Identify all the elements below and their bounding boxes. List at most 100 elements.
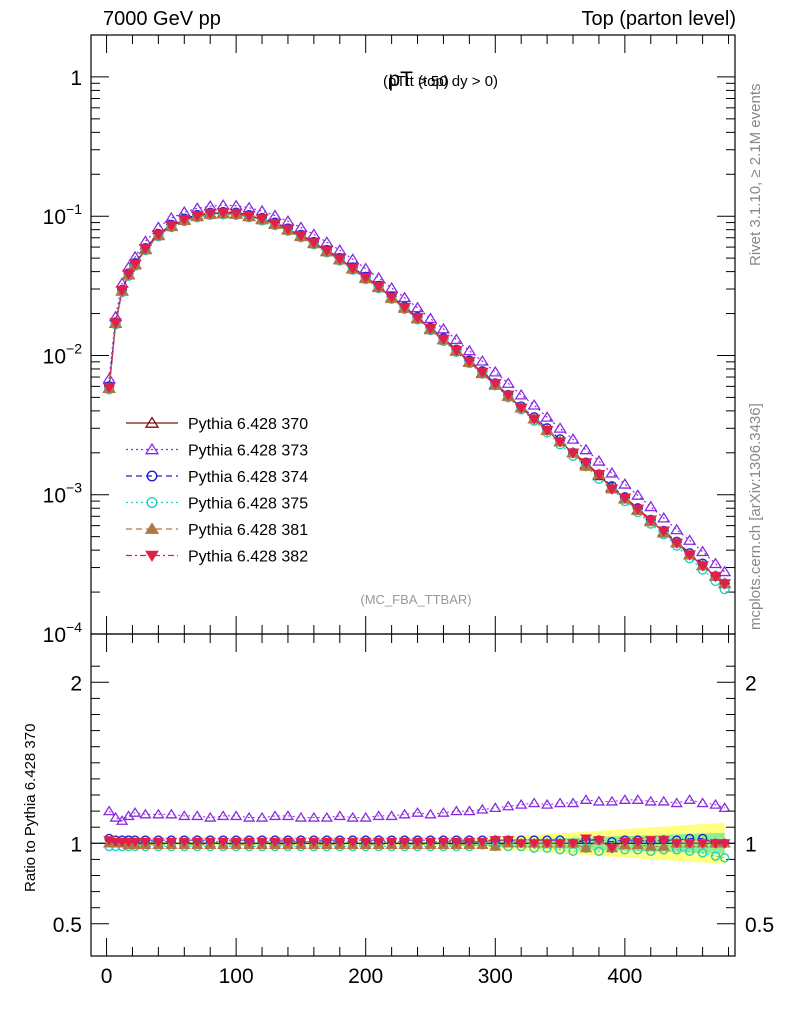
ratio-point [605, 795, 619, 806]
data-point [384, 281, 399, 293]
ratio-point [191, 810, 204, 821]
data-point [307, 238, 321, 249]
data-point [592, 455, 606, 466]
chart-title-sub: (top) [418, 73, 449, 90]
ratio-point [139, 808, 152, 819]
legend-label: Pythia 6.428 374 [188, 469, 308, 486]
data-point [631, 504, 645, 515]
data-point [579, 443, 593, 455]
chart-title-cut: (pTtt > 50 dy > 0) [383, 73, 498, 90]
ratio-point [540, 798, 554, 809]
data-point [359, 272, 373, 284]
ratio-point [320, 837, 333, 848]
ratio-point [424, 808, 437, 819]
data-point [540, 425, 554, 437]
ratio-point [489, 836, 502, 846]
data-point [242, 211, 256, 222]
ratio-point [528, 839, 541, 849]
data-point [128, 259, 142, 270]
ratio-point [398, 808, 411, 819]
ratio-point [579, 842, 593, 853]
data-point [682, 534, 697, 545]
ratio-series-0 [102, 794, 731, 825]
ratio-point [204, 811, 217, 822]
ratio-point [385, 837, 398, 848]
ratio-y-tick-label: 2 [70, 672, 82, 695]
data-point [695, 545, 710, 557]
data-point [115, 286, 129, 297]
ratio-point [229, 810, 243, 821]
series-layer [102, 198, 732, 595]
ratio-point [243, 837, 255, 848]
data-point [268, 218, 282, 230]
ratio-point [269, 837, 281, 848]
ratio-point [592, 795, 606, 806]
ratio-point [359, 837, 372, 848]
data-point [437, 334, 450, 346]
data-point [592, 470, 606, 481]
ratio-point [718, 839, 731, 849]
legend-marker [146, 470, 158, 482]
data-point [450, 345, 463, 357]
ratio-point [282, 837, 294, 848]
data-point [385, 292, 399, 303]
ratio-point [242, 811, 256, 822]
ratio-y-tick-label-right: 0.5 [745, 914, 774, 937]
ratio-point [255, 811, 269, 822]
series-line [108, 204, 726, 573]
ratio-point [398, 837, 411, 848]
data-point [398, 302, 411, 314]
ratio-point [346, 811, 359, 822]
data-point [372, 282, 386, 293]
legend-label: Pythia 6.428 382 [188, 549, 308, 566]
ratio-y-tick-label: 0.5 [53, 914, 82, 937]
data-point [411, 313, 424, 324]
ratio-point [541, 839, 554, 849]
ratio-point [696, 797, 709, 808]
ratio-point [718, 802, 731, 813]
ratio-point [204, 837, 217, 848]
data-point [618, 478, 632, 489]
ratio-point [657, 840, 670, 851]
data-point [501, 390, 515, 401]
data-point [696, 561, 710, 572]
y-tick-label: 10−3 [43, 480, 83, 508]
ratio-point [450, 837, 463, 848]
ratio-point [657, 795, 670, 806]
data-point [462, 344, 477, 356]
data-point [488, 379, 502, 390]
ratio-point [515, 798, 528, 809]
data-point [294, 231, 308, 242]
data-point [514, 403, 528, 414]
x-tick-label: 200 [348, 965, 383, 988]
data-point [122, 269, 135, 280]
ratio-point [152, 808, 165, 819]
ratio-point [372, 837, 385, 848]
ratio-point [139, 837, 152, 848]
data-point [423, 312, 438, 324]
ratio-point [644, 836, 657, 846]
ratio-point [102, 805, 116, 816]
data-point [346, 263, 360, 274]
ratio-point [437, 837, 450, 848]
data-point [553, 422, 567, 433]
ratio-point [152, 837, 165, 848]
ratio-point [450, 805, 463, 816]
ratio-point [554, 839, 566, 849]
y-tick-label: 10−4 [43, 619, 83, 647]
data-point [333, 254, 347, 265]
ratio-point [567, 839, 579, 849]
data-point [164, 221, 178, 232]
data-point [644, 500, 658, 512]
legend-marker [145, 550, 159, 562]
ratio-point [346, 837, 359, 848]
data-point [177, 215, 191, 226]
ratio-point [217, 837, 230, 848]
ratio-point [320, 811, 334, 822]
ratio-point [527, 797, 541, 808]
rivet-version-label: Rivet 3.1.10, ≥ 2.1M events [747, 83, 764, 267]
ratio-point [697, 848, 708, 858]
ratio-y-axis-label: Ratio to Pythia 6.428 370 [22, 723, 39, 892]
ratio-point [579, 794, 593, 804]
data-point [410, 301, 425, 313]
